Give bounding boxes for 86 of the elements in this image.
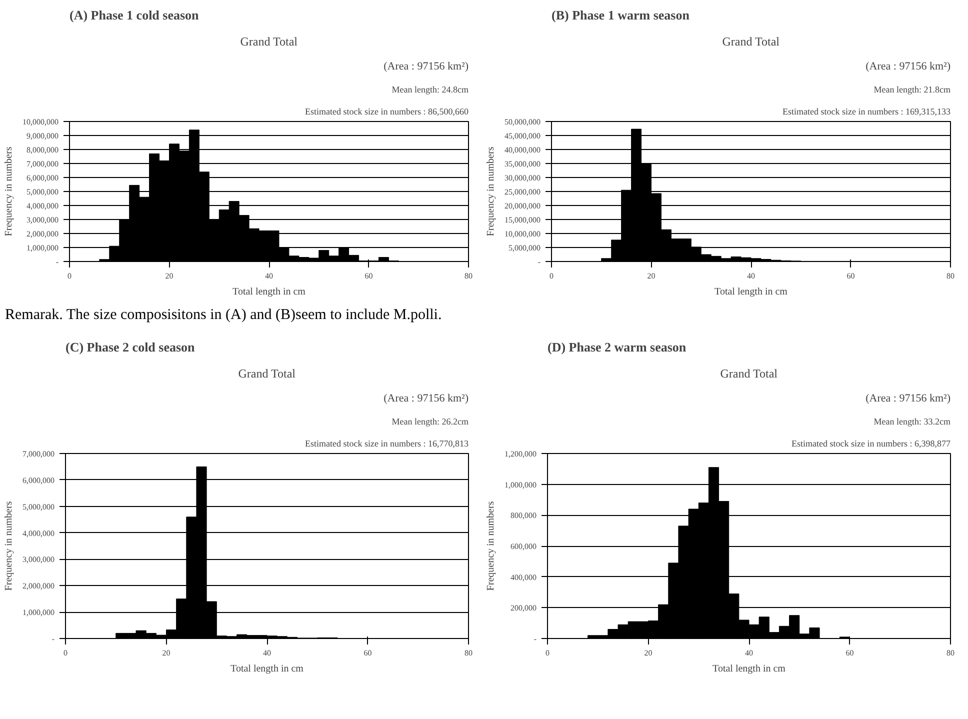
y-tick-label: - xyxy=(534,634,537,644)
x-tick-label: 80 xyxy=(946,648,954,658)
x-tick-label: 0 xyxy=(68,272,72,280)
y-tick-label: 7,000,000 xyxy=(26,160,58,168)
y-tick-label: 40,000,000 xyxy=(504,146,540,154)
y-tick-label: - xyxy=(56,258,59,266)
y-tick-label: 4,000,000 xyxy=(26,202,58,210)
x-axis-title: Total length in cm xyxy=(712,664,786,674)
x-tick-label: 80 xyxy=(946,272,954,280)
y-tick-label: 3,000,000 xyxy=(26,216,58,224)
text: Mean length: 24.8cm xyxy=(392,84,468,94)
y-tick-label: 35,000,000 xyxy=(504,160,540,168)
chart-title: (D) Phase 2 warm season xyxy=(548,340,687,354)
y-tick-label: 8,000,000 xyxy=(26,146,58,154)
y-tick-label: 50,000,000 xyxy=(504,118,540,126)
x-tick-label: 20 xyxy=(165,272,174,280)
y-tick-label: 7,000,000 xyxy=(22,450,54,458)
text: Mean length: 33.2cm xyxy=(874,416,950,426)
x-axis-title: Total length in cm xyxy=(232,286,306,298)
x-tick-label: 60 xyxy=(846,648,854,658)
y-tick-label: 6,000,000 xyxy=(22,476,54,485)
x-tick-label: 40 xyxy=(747,272,755,280)
y-axis-title: Frequency in numbers xyxy=(486,146,496,236)
y-tick-label: 3,000,000 xyxy=(22,555,54,564)
x-tick-label: 20 xyxy=(162,648,170,658)
y-tick-label: 2,000,000 xyxy=(22,582,54,591)
chart-subtitle: Grand Total xyxy=(240,34,298,48)
text: Estimated stock size in numbers : 169,315,133 xyxy=(782,106,951,116)
text: Mean length: 26.2cm xyxy=(392,416,468,426)
x-tick-label: 60 xyxy=(364,648,372,658)
y-tick-label: - xyxy=(538,258,541,266)
y-tick-label: 30,000,000 xyxy=(504,174,540,182)
chart-title: (C) Phase 2 cold season xyxy=(66,340,196,354)
y-tick-label: 10,000,000 xyxy=(22,118,58,126)
text: Estimated stock size in numbers : 86,500,660 xyxy=(305,106,469,116)
x-tick-label: 40 xyxy=(745,648,753,658)
x-tick-label: 80 xyxy=(464,648,472,658)
x-tick-label: 20 xyxy=(644,648,652,658)
y-tick-label: 2,000,000 xyxy=(26,230,58,238)
text: (Area : 97156 km²) xyxy=(866,60,951,72)
y-tick-label: 1,000,000 xyxy=(504,480,536,490)
y-tick-label: 600,000 xyxy=(510,542,536,551)
x-tick-label: 0 xyxy=(550,272,554,280)
x-tick-label: 60 xyxy=(846,272,855,280)
x-tick-label: 0 xyxy=(546,648,550,658)
x-axis-title: Total length in cm xyxy=(714,286,788,298)
y-tick-label: 25,000,000 xyxy=(504,188,540,196)
y-tick-label: 1,000,000 xyxy=(26,244,58,252)
text: (Area : 97156 km²) xyxy=(384,60,469,72)
text: Mean length: 21.8cm xyxy=(874,84,950,94)
text: (Area : 97156 km²) xyxy=(866,392,951,404)
x-tick-label: 20 xyxy=(647,272,656,280)
y-tick-label: 4,000,000 xyxy=(22,528,54,538)
chart-subtitle: Grand Total xyxy=(722,34,780,48)
y-tick-label: 5,000,000 xyxy=(508,244,540,252)
y-tick-label: 15,000,000 xyxy=(504,216,540,224)
y-tick-label: 5,000,000 xyxy=(22,502,54,512)
y-tick-label: 400,000 xyxy=(510,572,536,582)
x-tick-label: 40 xyxy=(265,272,273,280)
y-tick-label: 1,200,000 xyxy=(504,450,536,458)
chart-title: (B) Phase 1 warm season xyxy=(552,8,690,22)
y-axis-title: Frequency in numbers xyxy=(4,146,14,236)
text: (Area : 97156 km²) xyxy=(384,392,469,404)
y-axis-title: Frequency in numbers xyxy=(486,501,496,591)
y-tick-label: 6,000,000 xyxy=(26,174,58,182)
y-tick-label: 45,000,000 xyxy=(504,132,540,140)
chart-title: (A) Phase 1 cold season xyxy=(70,8,200,22)
y-tick-label: 800,000 xyxy=(510,511,536,520)
x-tick-label: 0 xyxy=(64,648,68,658)
y-tick-label: 20,000,000 xyxy=(504,202,540,210)
x-axis-title: Total length in cm xyxy=(230,664,304,674)
y-tick-label: - xyxy=(52,634,55,644)
y-tick-label: 10,000,000 xyxy=(504,230,540,238)
chart-subtitle: Grand Total xyxy=(238,366,296,380)
y-tick-label: 1,000,000 xyxy=(22,608,54,618)
y-tick-label: 5,000,000 xyxy=(26,188,58,196)
y-tick-label: 200,000 xyxy=(510,604,536,613)
chart-subtitle: Grand Total xyxy=(720,366,778,380)
x-tick-label: 80 xyxy=(464,272,472,280)
text: Estimated stock size in numbers : 16,770,813 xyxy=(305,438,469,448)
y-axis-title: Frequency in numbers xyxy=(4,501,14,591)
text: Estimated stock size in numbers : 6,398,877 xyxy=(792,438,951,448)
text: Remarak. The size composisitons in (A) and (B)seem to include M.polli. xyxy=(5,306,442,325)
y-tick-label: 9,000,000 xyxy=(26,132,58,140)
x-tick-label: 60 xyxy=(364,272,373,280)
x-tick-label: 40 xyxy=(263,648,271,658)
